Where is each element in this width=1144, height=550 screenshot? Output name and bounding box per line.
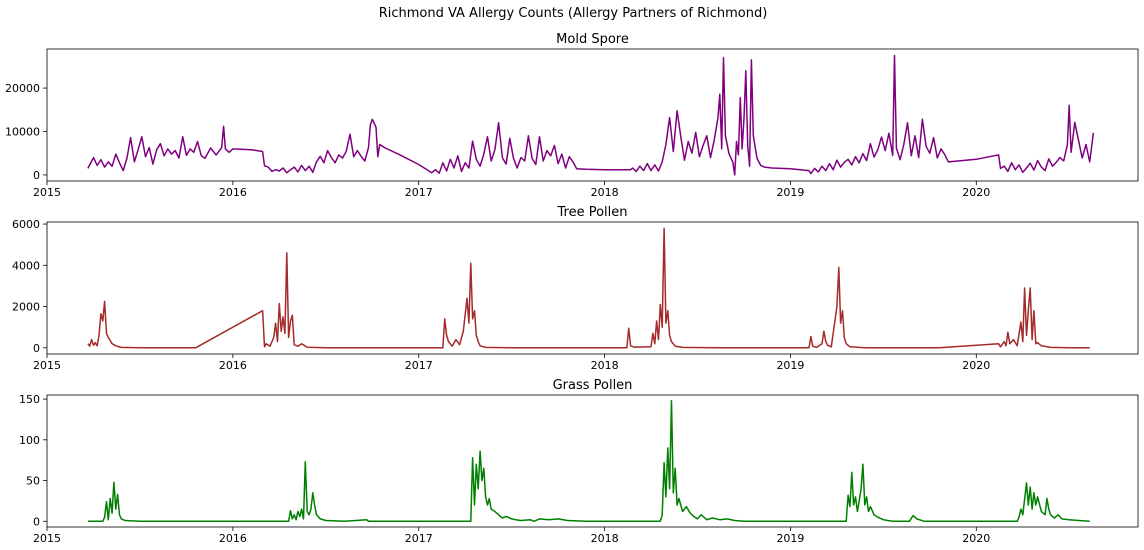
tree-pollen-x-tick-label: 2016 [219,359,247,372]
grass-pollen-y-tick-label: 0 [33,515,40,528]
grass-pollen-axes-frame [46,394,1139,528]
tree-pollen-axes-frame [46,221,1139,355]
grass-pollen-y-tick-label: 100 [19,434,40,447]
grass-pollen-x-tick-label: 2016 [219,532,247,545]
panel-grass-pollen: Grass Pollen 2015 2016 2017 2018 2019 2020 0 50 1… [19,378,1139,545]
figure-suptitle: Richmond VA Allergy Counts (Allergy Part… [379,6,768,21]
tree-pollen-y-tick-label: 2000 [12,301,40,314]
tree-pollen-series-line [87,227,1090,349]
tree-pollen-x-tick-label: 2020 [962,359,990,372]
mold-spore-y-tick-label: 10000 [5,126,40,139]
mold-spore-y-tick-label: 0 [33,169,40,182]
grass-pollen-series-line [87,399,1090,523]
mold-spore-x-tick-label: 2015 [33,186,61,199]
grass-pollen-x-tick-label: 2020 [962,532,990,545]
tree-pollen-title: Tree Pollen [556,205,627,220]
mold-spore-x-tick-label: 2019 [776,186,804,199]
grass-pollen-title: Grass Pollen [553,378,633,393]
tree-pollen-x-tick-label: 2017 [405,359,433,372]
grass-pollen-x-tick-label: 2017 [405,532,433,545]
mold-spore-x-tick-label: 2016 [219,186,247,199]
grass-pollen-x-tick-label: 2019 [776,532,804,545]
tree-pollen-x-tick-label: 2018 [591,359,619,372]
tree-pollen-y-tick-label: 0 [33,342,40,355]
mold-spore-title: Mold Spore [556,32,629,47]
mold-spore-x-tick-label: 2017 [405,186,433,199]
mold-spore-y-tick-label: 20000 [5,82,40,95]
grass-pollen-y-tick-label: 150 [19,393,40,406]
mold-spore-x-tick-label: 2020 [962,186,990,199]
tree-pollen-x-tick-label: 2015 [33,359,61,372]
tree-pollen-y-tick-label: 4000 [12,259,40,272]
tree-pollen-x-tick-label: 2019 [776,359,804,372]
panel-mold-spore: Mold Spore 2015 2016 2017 2018 2019 2020 0 10000… [5,32,1139,199]
tree-pollen-y-tick-label: 6000 [12,218,40,231]
mold-spore-x-tick-label: 2018 [591,186,619,199]
grass-pollen-x-tick-label: 2018 [591,532,619,545]
mold-spore-axes-frame [46,48,1139,182]
grass-pollen-x-tick-label: 2015 [33,532,61,545]
mold-spore-series-line [87,54,1095,176]
panel-tree-pollen: Tree Pollen 2015 2016 2017 2018 2019 2020 0 2000… [12,205,1139,372]
grass-pollen-y-tick-label: 50 [26,475,40,488]
